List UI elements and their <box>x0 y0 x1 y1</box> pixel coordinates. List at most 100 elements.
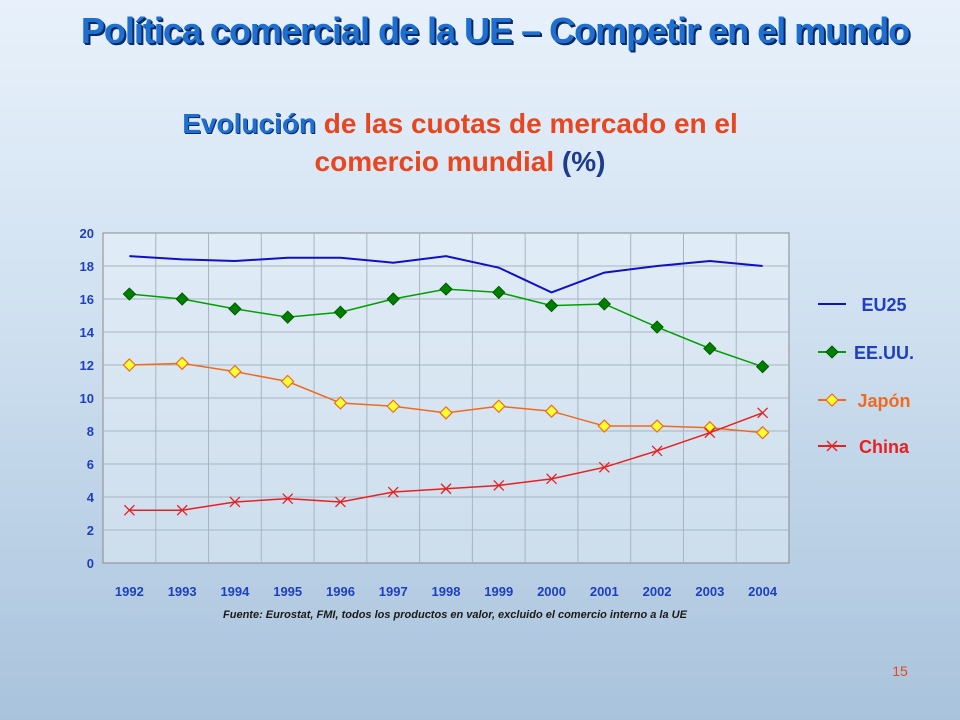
data-point-china <box>229 496 241 508</box>
data-point-ee-uu <box>122 287 137 301</box>
x-marker-stroke <box>598 461 610 473</box>
x-marker-stroke <box>493 479 505 491</box>
data-point-ee-uu <box>492 285 506 300</box>
chart-subtitle: Evolución de las cuotas de mercado en el… <box>0 105 920 181</box>
y-tick-label: 0 <box>87 556 94 571</box>
data-point-china <box>757 407 769 419</box>
x-marker-stroke <box>757 407 769 419</box>
data-point-ee-uu <box>228 302 242 316</box>
series-group <box>122 255 770 516</box>
x-tick-label: 1997 <box>379 584 408 599</box>
data-point-china <box>546 473 557 485</box>
data-point-china <box>704 427 716 439</box>
legend: EU25 EE.UU. Japón China <box>818 295 914 457</box>
data-point-ee-uu <box>175 292 189 306</box>
source-note: Fuente: Eurostat, FMI, todos los product… <box>223 609 687 621</box>
y-tick-label: 8 <box>87 424 94 439</box>
x-tick-label: 1994 <box>220 584 250 599</box>
data-point-ee-uu <box>439 282 453 296</box>
x-marker-stroke <box>335 496 346 508</box>
legend-swatch-marker <box>825 393 839 407</box>
page-number: 15 <box>892 663 908 679</box>
data-point-ee-uu <box>386 292 400 306</box>
legend-item-ee-uu: EE.UU. <box>818 343 914 363</box>
x-marker-stroke <box>387 486 399 498</box>
x-marker-stroke <box>826 440 838 452</box>
y-tick-label: 4 <box>87 490 95 505</box>
y-tick-label: 2 <box>87 523 94 538</box>
data-point-jap-n <box>650 419 664 433</box>
data-point-china <box>598 461 610 473</box>
legend-label: Japón <box>857 391 910 411</box>
y-tick-label: 10 <box>80 391 94 406</box>
data-point-jap-n <box>386 399 401 414</box>
data-point-jap-n <box>333 396 348 410</box>
gridlines <box>103 233 789 563</box>
data-point-ee-uu <box>280 310 295 324</box>
data-point-ee-uu <box>597 297 612 311</box>
x-marker-stroke <box>282 493 294 505</box>
x-tick-label: 2004 <box>748 584 778 599</box>
data-point-china <box>335 496 346 508</box>
x-marker-stroke <box>123 504 135 516</box>
data-point-ee-uu <box>650 320 664 334</box>
x-tick-label: 1996 <box>326 584 355 599</box>
y-axis-ticks: 0 2 4 6 8 10 12 14 16 18 20 <box>80 226 95 571</box>
x-tick-label: 1992 <box>115 584 144 599</box>
y-tick-label: 20 <box>80 226 94 241</box>
data-point-china <box>440 483 452 495</box>
x-tick-label: 2000 <box>537 584 566 599</box>
data-point-china <box>282 493 294 505</box>
data-point-china <box>493 479 505 491</box>
subtitle-percent: (%) <box>561 146 606 177</box>
data-point-jap-n <box>439 406 453 420</box>
legend-item-china: China <box>818 437 910 457</box>
y-tick-label: 14 <box>80 325 95 340</box>
data-point-jap-n <box>597 419 612 433</box>
series-line-eu25 <box>129 255 763 294</box>
x-marker-stroke <box>176 504 188 516</box>
legend-item-eu25: EU25 <box>818 295 907 315</box>
series-jap-n <box>122 356 770 440</box>
data-point-jap-n <box>755 425 770 440</box>
legend-label: China <box>859 437 910 457</box>
x-tick-label: 1998 <box>432 584 461 599</box>
series-ee-uu <box>122 282 770 374</box>
x-marker-stroke <box>546 473 557 485</box>
x-tick-label: 1993 <box>168 584 197 599</box>
x-tick-label: 1995 <box>273 584 302 599</box>
x-marker-stroke <box>440 483 452 495</box>
legend-swatch-marker <box>825 345 839 359</box>
y-tick-label: 16 <box>80 292 94 307</box>
x-tick-label: 2003 <box>695 584 724 599</box>
legend-label: EE.UU. <box>854 343 914 363</box>
y-tick-label: 6 <box>87 457 94 472</box>
subtitle-line2: comercio mundial <box>314 146 562 177</box>
x-tick-label: 1999 <box>484 584 513 599</box>
data-point-ee-uu <box>703 341 717 356</box>
legend-label: EU25 <box>861 295 906 315</box>
x-marker-stroke <box>229 496 241 508</box>
data-point-jap-n <box>491 399 506 414</box>
data-point-jap-n <box>544 404 559 419</box>
legend-item-jap-n: Japón <box>818 391 911 411</box>
data-point-jap-n <box>228 364 242 379</box>
y-tick-label: 18 <box>80 259 94 274</box>
data-point-ee-uu <box>755 359 770 374</box>
series-eu25 <box>129 255 763 294</box>
data-point-jap-n <box>175 356 190 371</box>
y-tick-label: 12 <box>80 358 94 373</box>
subtitle-line1: de las cuotas de mercado en el <box>316 108 738 139</box>
data-point-ee-uu <box>544 298 559 313</box>
data-point-ee-uu <box>333 305 348 319</box>
legend-swatch-marker <box>826 440 838 452</box>
slide-title: Política comercial de la UE – Competir e… <box>80 10 910 51</box>
data-point-jap-n <box>280 374 295 389</box>
x-axis-ticks: 1992 1993 1994 1995 1996 1997 1998 1999 2000 2001… <box>115 584 778 599</box>
data-point-china <box>651 445 663 457</box>
data-point-jap-n <box>122 358 137 372</box>
x-marker-stroke <box>651 445 663 457</box>
series-china <box>123 407 769 516</box>
subtitle-emphasis: Evolución <box>182 108 317 139</box>
